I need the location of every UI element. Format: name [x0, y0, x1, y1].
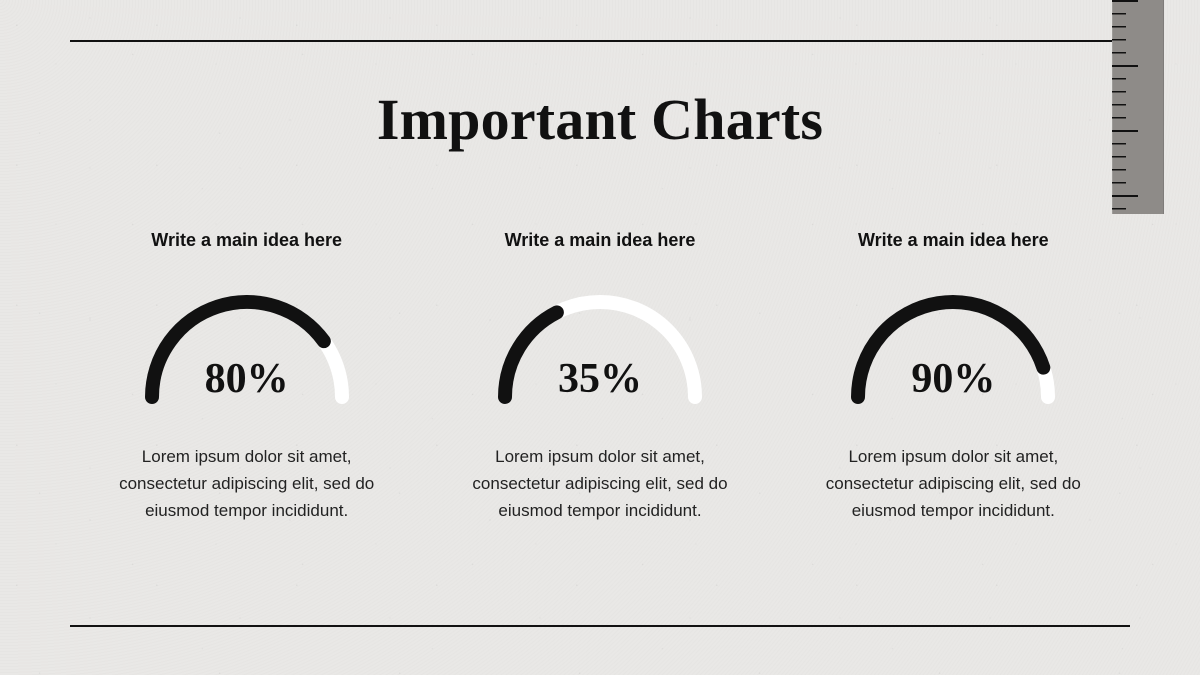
top-rule: [70, 40, 1130, 42]
chart-desc: Lorem ipsum dolor sit amet, consectetur …: [803, 443, 1103, 525]
chart-idea: Write a main idea here: [151, 230, 342, 251]
gauge-2: 35%: [480, 277, 720, 407]
gauge-value: 90%: [833, 355, 1073, 403]
chart-desc: Lorem ipsum dolor sit amet, consectetur …: [97, 443, 397, 525]
chart-desc: Lorem ipsum dolor sit amet, consectetur …: [450, 443, 750, 525]
chart-card-2: Write a main idea here 35% Lorem ipsum d…: [443, 230, 756, 525]
page-title: Important Charts: [0, 86, 1200, 153]
gauge-3: 90%: [833, 277, 1073, 407]
chart-idea: Write a main idea here: [505, 230, 696, 251]
chart-card-1: Write a main idea here 80% Lorem ipsum d…: [90, 230, 403, 525]
gauge-1: 80%: [127, 277, 367, 407]
bottom-rule: [70, 625, 1130, 627]
chart-card-3: Write a main idea here 90% Lorem ipsum d…: [797, 230, 1110, 525]
charts-row: Write a main idea here 80% Lorem ipsum d…: [90, 230, 1110, 525]
gauge-value: 80%: [127, 355, 367, 403]
gauge-value: 35%: [480, 355, 720, 403]
chart-idea: Write a main idea here: [858, 230, 1049, 251]
